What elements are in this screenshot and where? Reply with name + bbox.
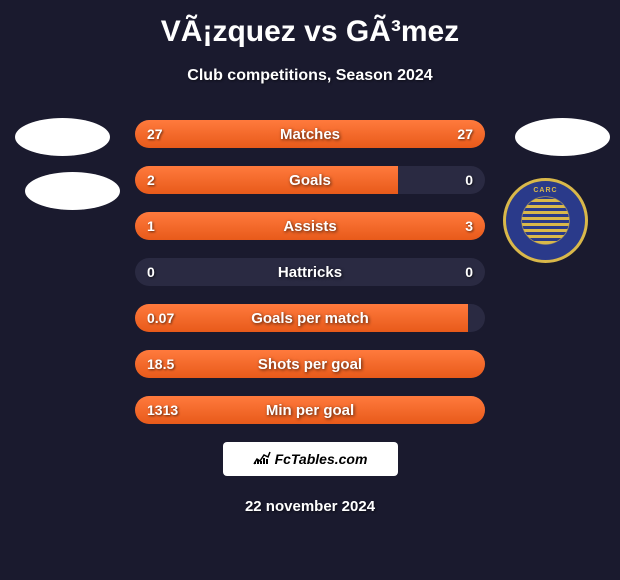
stat-label: Min per goal [135, 396, 485, 424]
footer-brand-text: FcTables.com [275, 451, 368, 467]
stat-row: 2727Matches [135, 120, 485, 148]
stat-label: Shots per goal [135, 350, 485, 378]
stat-row: 18.5Shots per goal [135, 350, 485, 378]
crest-inner-icon [522, 197, 569, 244]
stat-row: 0.07Goals per match [135, 304, 485, 332]
stat-label: Hattricks [135, 258, 485, 286]
stat-label: Goals [135, 166, 485, 194]
chart-icon [253, 451, 271, 468]
stat-label: Goals per match [135, 304, 485, 332]
stat-row: 1313Min per goal [135, 396, 485, 424]
player-left-badge-2 [25, 172, 120, 210]
player-right-badge [515, 118, 610, 156]
stats-list: 2727Matches 20Goals 13Assists 00Hattricks 0.… [0, 120, 620, 424]
stat-label: Matches [135, 120, 485, 148]
subtitle: Club competitions, Season 2024 [0, 67, 620, 85]
page-title: VÃ¡zquez vs GÃ³mez [0, 15, 620, 49]
stat-row: 00Hattricks [135, 258, 485, 286]
stat-row: 20Goals [135, 166, 485, 194]
footer-date: 22 november 2024 [0, 498, 620, 515]
player-left-badge-1 [15, 118, 110, 156]
comparison-card: VÃ¡zquez vs GÃ³mez Club competitions, Se… [0, 0, 620, 580]
crest-label: CARC [533, 187, 557, 194]
stat-row: 13Assists [135, 212, 485, 240]
footer-brand-logo: FcTables.com [223, 442, 398, 476]
team-crest-right: CARC [503, 178, 588, 263]
stat-label: Assists [135, 212, 485, 240]
